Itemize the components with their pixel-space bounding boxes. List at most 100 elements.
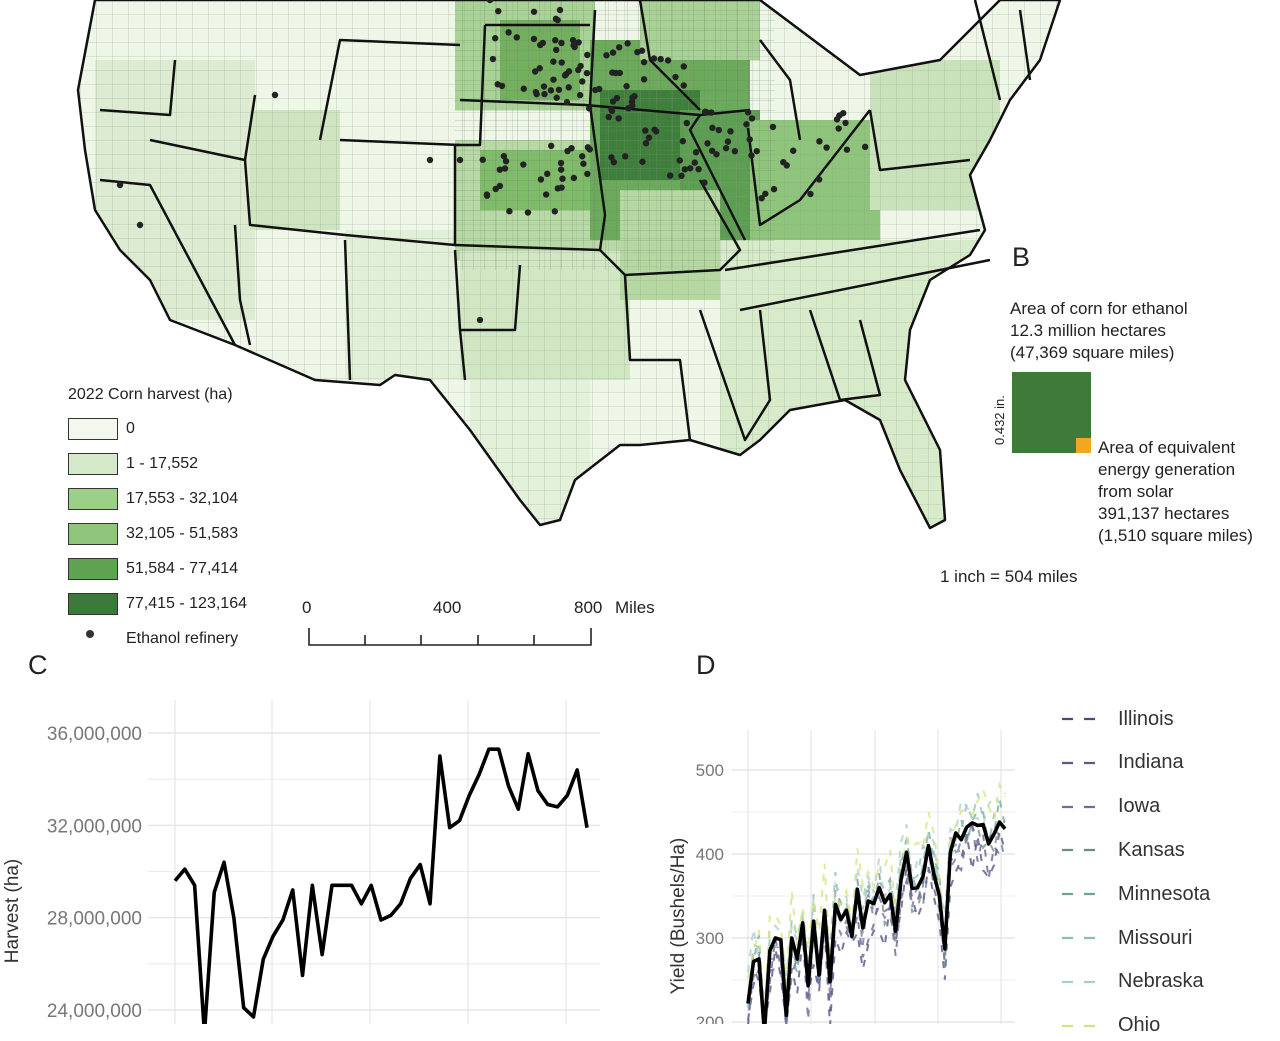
refinery-dot — [136, 221, 144, 229]
refinery-dot — [585, 105, 593, 112]
refinery-dot — [561, 72, 569, 79]
legend-item: Ohio — [1062, 1011, 1160, 1041]
refinery-dot — [744, 109, 752, 116]
refinery-legend-label: Ethanol refinery — [126, 630, 239, 647]
legend-item: Missouri — [1062, 923, 1192, 953]
refinery-dot — [753, 147, 760, 155]
refinery-dot — [570, 174, 578, 182]
harvest-series-line — [173, 747, 589, 1024]
refinery-dot — [608, 154, 615, 161]
refinery-dot — [553, 94, 560, 101]
legend-row-5: 77,415 - 123,164 — [68, 592, 247, 616]
solar-area-text: Area of equivalent energy generation fro… — [1098, 437, 1280, 547]
y-tick-label: 300 — [696, 929, 724, 948]
refinery-dot — [603, 52, 610, 59]
refinery-dot — [580, 160, 587, 167]
refinery-dot — [686, 165, 694, 172]
refinery-dot — [569, 36, 577, 44]
refinery-dot — [624, 40, 631, 47]
scale-tick-800: 800 — [574, 598, 603, 617]
ethanol-refinery-dots — [116, 0, 869, 324]
refinery-dot — [556, 6, 564, 14]
panel-c-letter: C — [28, 650, 48, 680]
refinery-dot — [861, 143, 869, 151]
refinery-dot — [715, 126, 722, 134]
legend-item: Indiana — [1062, 748, 1184, 778]
refinery-dot — [613, 94, 621, 102]
legend-dash-icon — [1062, 805, 1096, 808]
refinery-dot — [554, 16, 561, 24]
legend-item: Illinois — [1062, 704, 1174, 734]
legend-label: Illinois — [1118, 707, 1174, 730]
refinery-dot — [531, 68, 539, 75]
refinery-dot — [592, 86, 599, 94]
refinery-dot — [823, 144, 830, 151]
chart-d-ylabel: Yield (Bushels/Ha) — [668, 837, 689, 995]
state-series-line — [747, 780, 1006, 1022]
legend-dash-icon — [1062, 761, 1096, 764]
refinery-dot — [502, 158, 510, 165]
refinery-dot — [816, 138, 823, 145]
refinery-dot — [708, 109, 715, 116]
refinery-dot — [555, 86, 563, 93]
corn-area-line-3: (47,369 square miles) — [1010, 343, 1175, 362]
legend-swatch — [68, 558, 118, 580]
refinery-dot — [524, 209, 532, 216]
refinery-dot — [679, 137, 687, 145]
state-series-line — [747, 830, 1006, 1024]
refinery-dot — [691, 159, 698, 166]
refinery-dot — [498, 82, 506, 90]
refinery-dot — [780, 158, 787, 166]
refinery-dot — [506, 208, 513, 215]
refinery-dot — [520, 161, 527, 168]
refinery-dot — [642, 127, 649, 134]
legend-label: 0 — [126, 420, 135, 437]
map-scale-bar — [308, 628, 592, 646]
refinery-dot — [565, 68, 573, 75]
refinery-dot — [544, 170, 551, 178]
y-tick-label: 32,000,000 — [47, 816, 142, 837]
refinery-dot — [651, 126, 658, 133]
refinery-dot — [713, 151, 720, 158]
refinery-dot — [456, 156, 464, 164]
legend-label: Indiana — [1118, 751, 1184, 774]
refinery-dot — [683, 119, 691, 127]
legend-row-4: 51,584 - 77,414 — [68, 557, 238, 581]
legend-swatch — [68, 593, 118, 615]
refinery-dot — [672, 73, 679, 81]
legend-row-3: 32,105 - 51,583 — [68, 522, 238, 546]
legend-dash-icon — [1062, 1024, 1096, 1027]
legend-label: Kansas — [1118, 838, 1185, 861]
refinery-dot — [584, 170, 591, 178]
refinery-dot — [680, 63, 687, 70]
refinery-dot — [770, 185, 778, 193]
refinery-dot — [537, 41, 544, 49]
refinery-dot — [550, 58, 557, 65]
legend-label: 77,415 - 123,164 — [126, 595, 247, 612]
refinery-dot — [701, 179, 708, 186]
yield-mean-line — [746, 820, 1007, 1024]
y-tick-label: 200 — [696, 1013, 724, 1024]
legend-label: Minnesota — [1118, 882, 1211, 905]
refinery-dot — [640, 76, 648, 83]
refinery-dot — [842, 119, 849, 127]
refinery-dot — [748, 115, 756, 122]
panel-b-letter: B — [1012, 242, 1031, 272]
legend-item: Iowa — [1062, 792, 1160, 822]
refinery-dot — [530, 8, 538, 15]
legend-label: Nebraska — [1118, 970, 1204, 993]
refinery-dot — [537, 176, 545, 183]
state-series-line — [747, 821, 1006, 1024]
chart-c-ylabel: Harvest (ha) — [2, 858, 23, 964]
refinery-dot — [639, 158, 646, 165]
yield-line-chart: 200 300 400 500 — [696, 730, 1015, 1024]
refinery-dot — [479, 156, 486, 163]
legend-item: Nebraska — [1062, 967, 1204, 997]
legend-label: 32,105 - 51,583 — [126, 525, 239, 542]
refinery-dot — [476, 316, 484, 324]
refinery-dot — [547, 87, 555, 94]
refinery-dot — [615, 44, 623, 51]
refinery-dot — [692, 149, 700, 156]
scale-tick-400: 400 — [433, 598, 462, 617]
y-tick-label: 28,000,000 — [47, 909, 142, 930]
